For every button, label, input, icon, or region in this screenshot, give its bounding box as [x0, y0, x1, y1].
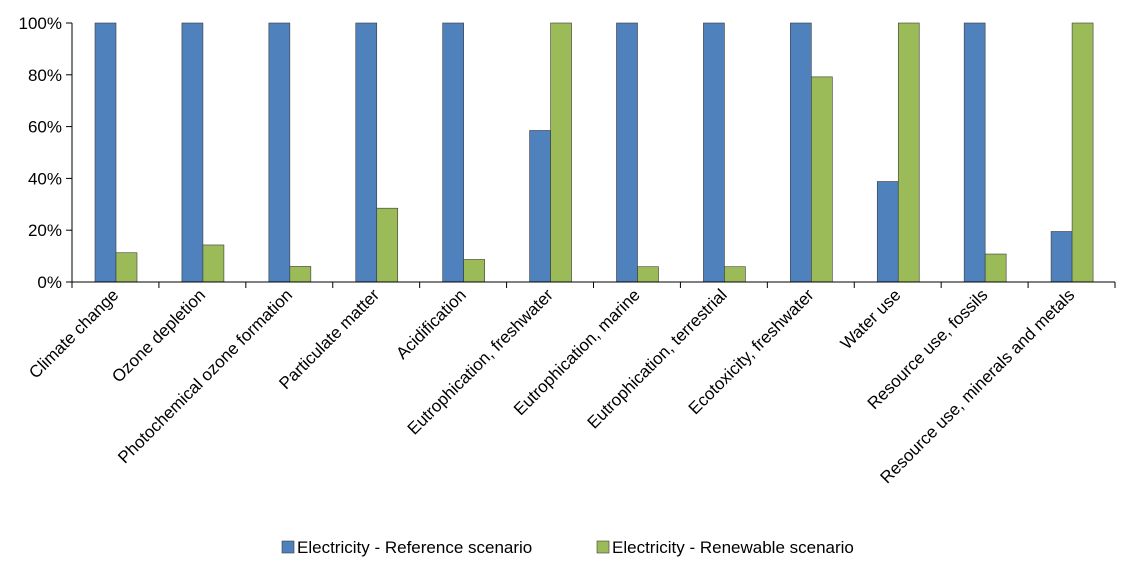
x-tick-label: Eutrophication, freshwater [404, 285, 557, 438]
bar-series-0-5 [529, 130, 551, 283]
y-tick-label: 0% [37, 273, 62, 292]
bar-series-0-8 [790, 22, 812, 283]
bar-series-1-2 [289, 266, 312, 283]
x-tick-label: Photochemical ozone formation [114, 285, 296, 467]
bar-series-1-6 [637, 266, 659, 283]
bar-series-0-4 [442, 22, 464, 283]
y-tick-label: 100% [19, 14, 62, 33]
bar-series-1-8 [811, 76, 833, 283]
bar-series-0-3 [355, 22, 378, 283]
legend-label: Electricity - Reference scenario [297, 538, 532, 557]
bar-series-0-2 [268, 22, 291, 283]
y-tick-label: 40% [28, 169, 62, 188]
x-tick-label: Climate change [25, 285, 122, 382]
bar-series-0-1 [181, 22, 204, 283]
bar-series-1-4 [463, 259, 485, 283]
bar-series-0-10 [963, 22, 986, 283]
bar-series-1-10 [984, 253, 1007, 283]
axes [71, 23, 1116, 288]
bar-series-0-9 [876, 181, 899, 283]
bar-series-0-11 [1050, 231, 1073, 283]
bar-series-1-1 [202, 244, 225, 283]
y-tick-label: 60% [28, 118, 62, 137]
bar-series-0-7 [703, 22, 725, 283]
x-tick-label: Water use [837, 285, 905, 353]
bar-series-1-7 [724, 266, 746, 283]
bar-series-0-6 [616, 22, 638, 283]
legend-swatch [281, 540, 295, 554]
legend-label: Electricity - Renewable scenario [612, 538, 854, 557]
x-tick-label: Ozone depletion [108, 285, 209, 386]
bar-series-1-3 [376, 207, 399, 283]
legend: Electricity - Reference scenario Electric… [281, 538, 854, 557]
y-axis-ticks: 0% 20% 40% 60% 80% 100% [19, 14, 72, 292]
legend-swatch [596, 540, 610, 554]
x-tick-label: Resource use, minerals and metals [877, 285, 1079, 487]
bar-series-1-11 [1071, 22, 1094, 283]
y-tick-label: 80% [28, 66, 62, 85]
bar-series-0-0 [94, 22, 117, 283]
x-tick-label: Eutrophication, terrestrial [584, 285, 731, 432]
bar-series-1-9 [897, 22, 920, 283]
x-tick-label: Acidification [392, 285, 470, 363]
bars [94, 22, 1094, 283]
bar-series-1-0 [115, 252, 138, 283]
bar-series-1-5 [550, 22, 572, 283]
y-tick-label: 20% [28, 221, 62, 240]
